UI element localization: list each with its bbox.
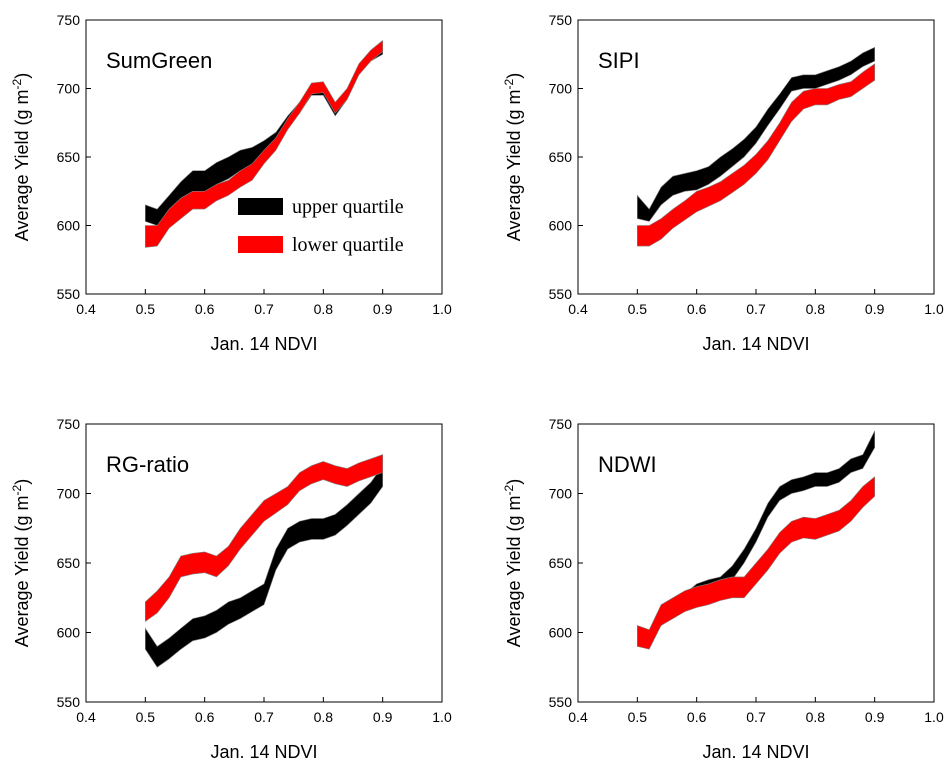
band-lower-quartile	[145, 39, 383, 248]
x-tick-label: 0.5	[136, 301, 156, 317]
x-tick-label: 0.6	[687, 709, 707, 725]
x-tick-label: 1.0	[924, 709, 944, 725]
x-tick-label: 0.4	[76, 301, 96, 317]
panel-title: RG-ratio	[106, 452, 189, 477]
legend: upper quartile lower quartile	[238, 196, 404, 256]
y-tick-label: 600	[57, 218, 81, 234]
band-upper-quartile	[145, 464, 383, 668]
x-tick-label: 0.7	[746, 301, 766, 317]
band-lower-quartile	[637, 63, 875, 247]
y-tick-label: 550	[57, 694, 81, 710]
y-tick-label: 750	[57, 416, 81, 432]
y-tick-label: 550	[549, 286, 573, 302]
x-tick-label: 0.9	[865, 301, 885, 317]
x-axis-label: Jan. 14 NDVI	[210, 742, 317, 762]
x-tick-label: 0.4	[76, 709, 96, 725]
y-tick-label: 750	[57, 12, 81, 28]
x-tick-label: 0.6	[195, 709, 215, 725]
y-tick-label: 550	[549, 694, 573, 710]
panel-title: SumGreen	[106, 48, 212, 73]
panel-rg-ratio: 0.4 0.5 0.6 0.7 0.8 0.9 1.0 550 600 650 700 750 Jan.…	[10, 416, 452, 762]
x-tick-label: 0.4	[568, 709, 588, 725]
x-tick-label: 0.9	[373, 301, 393, 317]
legend-swatch	[238, 198, 283, 215]
y-axis-label: Average Yield (g m-2)	[10, 73, 32, 241]
legend-label: lower quartile	[292, 234, 404, 256]
y-tick-label: 650	[549, 149, 573, 165]
x-axis-label: Jan. 14 NDVI	[210, 334, 317, 354]
y-axis-label: Average Yield (g m-2)	[502, 73, 524, 241]
legend-label: upper quartile	[292, 196, 404, 218]
y-tick-label: 750	[549, 416, 573, 432]
band-lower-quartile	[145, 454, 383, 622]
x-tick-label: 1.0	[432, 709, 452, 725]
y-tick-label: 650	[57, 555, 81, 571]
x-axis-label: Jan. 14 NDVI	[702, 742, 809, 762]
x-tick-label: 1.0	[924, 301, 944, 317]
x-tick-label: 0.8	[806, 301, 826, 317]
band-upper-quartile	[637, 46, 875, 222]
x-tick-label: 0.6	[195, 301, 215, 317]
x-tick-label: 0.8	[806, 709, 826, 725]
panel-sipi: 0.4 0.5 0.6 0.7 0.8 0.9 1.0 550 600 650 700 750 Jan.…	[502, 12, 944, 354]
legend-swatch	[238, 236, 283, 253]
panel-title: NDWI	[598, 452, 657, 477]
x-tick-label: 0.7	[746, 709, 766, 725]
y-tick-label: 650	[549, 555, 573, 571]
x-tick-label: 0.8	[314, 301, 334, 317]
y-axis-label: Average Yield (g m-2)	[10, 479, 32, 647]
x-tick-label: 0.5	[136, 709, 156, 725]
x-tick-label: 0.6	[687, 301, 707, 317]
x-tick-label: 0.8	[314, 709, 334, 725]
y-tick-label: 600	[549, 218, 573, 234]
x-axis-label: Jan. 14 NDVI	[702, 334, 809, 354]
x-tick-label: 0.7	[254, 301, 274, 317]
panel-title: SIPI	[598, 48, 640, 73]
x-tick-label: 0.9	[373, 709, 393, 725]
panel-ndwi: 0.4 0.5 0.6 0.7 0.8 0.9 1.0 550 600 650 700 750 Jan.…	[502, 416, 944, 762]
y-tick-label: 700	[549, 81, 573, 97]
y-tick-label: 550	[57, 286, 81, 302]
band-lower-quartile	[637, 476, 875, 650]
y-tick-label: 600	[549, 625, 573, 641]
x-tick-label: 0.7	[254, 709, 274, 725]
x-tick-label: 0.9	[865, 709, 885, 725]
x-tick-label: 0.5	[628, 709, 648, 725]
y-tick-label: 600	[57, 625, 81, 641]
y-axis-label: Average Yield (g m-2)	[502, 479, 524, 647]
x-tick-label: 0.4	[568, 301, 588, 317]
y-tick-label: 750	[549, 12, 573, 28]
x-tick-label: 0.5	[628, 301, 648, 317]
panel-sumgreen: 0.4 0.5 0.6 0.7 0.8 0.9 1.0 550 600 650 700 750 Jan.…	[10, 12, 452, 354]
y-tick-label: 700	[57, 486, 81, 502]
y-tick-label: 700	[549, 486, 573, 502]
x-tick-label: 1.0	[432, 301, 452, 317]
y-tick-label: 650	[57, 149, 81, 165]
y-tick-label: 700	[57, 81, 81, 97]
